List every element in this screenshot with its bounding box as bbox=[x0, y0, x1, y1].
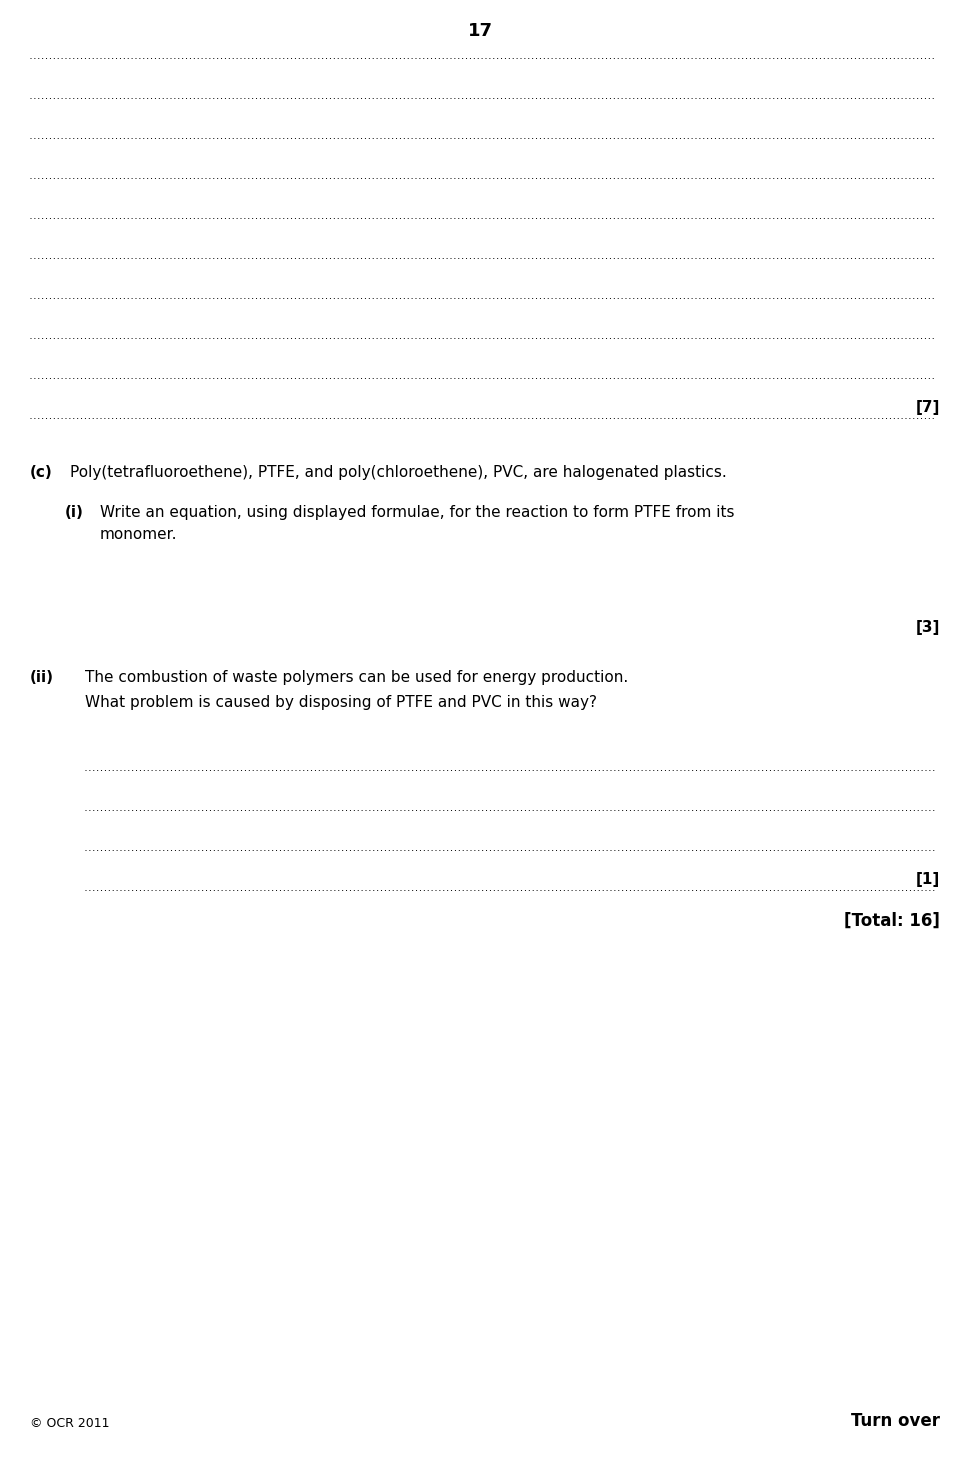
Text: [Total: 16]: [Total: 16] bbox=[844, 913, 940, 930]
Text: The combustion of waste polymers can be used for energy production.: The combustion of waste polymers can be … bbox=[85, 670, 628, 686]
Text: [3]: [3] bbox=[916, 620, 940, 634]
Text: (i): (i) bbox=[65, 505, 84, 520]
Text: (c): (c) bbox=[30, 464, 53, 481]
Text: Write an equation, using displayed formulae, for the reaction to form PTFE from : Write an equation, using displayed formu… bbox=[100, 505, 734, 520]
Text: 17: 17 bbox=[468, 22, 492, 40]
Text: © OCR 2011: © OCR 2011 bbox=[30, 1417, 109, 1430]
Text: What problem is caused by disposing of PTFE and PVC in this way?: What problem is caused by disposing of P… bbox=[85, 694, 597, 711]
Text: (ii): (ii) bbox=[30, 670, 54, 686]
Text: [7]: [7] bbox=[916, 400, 940, 415]
Text: [1]: [1] bbox=[916, 872, 940, 886]
Text: Poly(tetrafluoroethene), PTFE, and poly(chloroethene), PVC, are halogenated plas: Poly(tetrafluoroethene), PTFE, and poly(… bbox=[70, 464, 727, 481]
Text: monomer.: monomer. bbox=[100, 527, 178, 542]
Text: Turn over: Turn over bbox=[851, 1412, 940, 1430]
